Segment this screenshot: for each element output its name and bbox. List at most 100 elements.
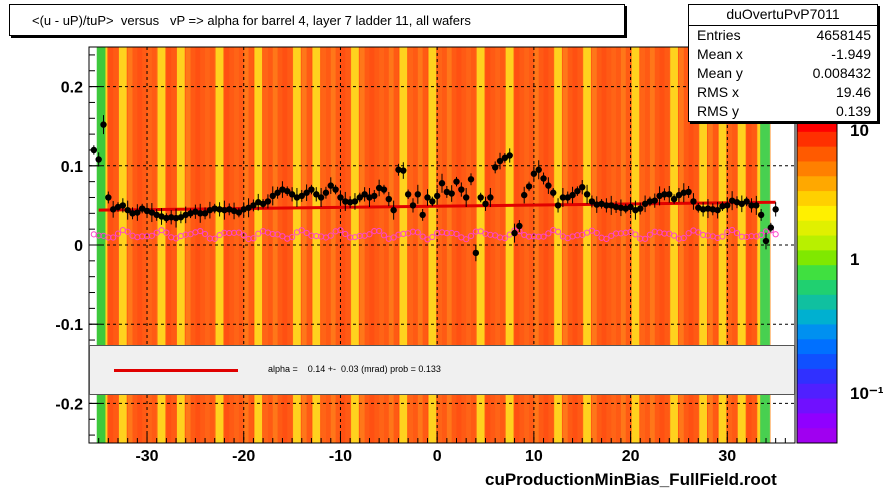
- secondary-marker: [729, 226, 736, 234]
- heatmap-band: [185, 47, 191, 443]
- heatmap-band: [127, 47, 133, 443]
- profile-marker: [226, 206, 233, 213]
- secondary-marker: [327, 232, 334, 239]
- secondary-marker: [680, 234, 687, 242]
- stats-box: duOvertuPvP7011 Entries 4658145 Mean x -…: [688, 4, 878, 122]
- heatmap-band: [727, 47, 733, 443]
- profile-marker: [153, 211, 160, 219]
- profile-marker: [361, 191, 368, 198]
- secondary-marker: [148, 232, 155, 239]
- profile-marker: [284, 187, 291, 195]
- profile-marker: [390, 206, 397, 214]
- profile-marker: [496, 157, 504, 165]
- secondary-marker: [211, 235, 218, 242]
- profile-marker: [608, 202, 615, 209]
- profile-marker: [211, 205, 218, 212]
- profile-marker: [540, 175, 547, 182]
- profile-marker: [757, 211, 765, 219]
- profile-marker: [559, 194, 567, 201]
- secondary-marker: [593, 229, 600, 237]
- x-tick-label: 0: [433, 448, 442, 465]
- profile-marker: [172, 214, 180, 222]
- stats-value: 0.139: [835, 103, 871, 119]
- profile-marker: [216, 206, 223, 213]
- profile-marker: [404, 191, 412, 198]
- profile-marker: [699, 206, 707, 213]
- profile-marker: [303, 189, 310, 196]
- profile-marker: [748, 202, 755, 209]
- y-tick-label: -0.1: [55, 317, 83, 334]
- color-scale-segment: [797, 131, 837, 148]
- profile-marker: [651, 197, 658, 204]
- profile-marker: [443, 188, 451, 196]
- color-scale: 10 1 10⁻¹: [796, 116, 883, 444]
- heatmap-band: [456, 47, 462, 443]
- profile-marker: [448, 190, 455, 197]
- data-markers: [90, 115, 779, 262]
- profile-marker: [545, 182, 552, 189]
- profile-marker: [574, 187, 581, 195]
- color-scale-segment: [797, 161, 837, 177]
- secondary-marker: [540, 233, 547, 240]
- secondary-marker: [255, 230, 262, 237]
- heatmap-stripe: [718, 47, 727, 443]
- color-scale-segment: [797, 383, 837, 400]
- heatmap-band: [659, 47, 665, 443]
- profile-marker: [511, 229, 518, 237]
- stats-row-mean-x: Mean x -1.949: [689, 45, 877, 64]
- secondary-marker: [453, 230, 460, 238]
- profile-marker: [472, 249, 480, 257]
- heatmap-band: [533, 47, 539, 443]
- profile-marker: [298, 192, 305, 200]
- stats-histogram-name: duOvertuPvP7011: [689, 5, 877, 26]
- profile-marker: [424, 194, 431, 201]
- heatmap-band: [649, 47, 655, 443]
- profile-marker: [240, 206, 247, 213]
- profile-marker: [168, 214, 175, 221]
- x-tick-label: -10: [329, 448, 352, 465]
- profile-marker: [313, 191, 320, 198]
- heatmap-band: [678, 47, 684, 443]
- profile-marker: [550, 189, 557, 196]
- profile-marker: [201, 210, 209, 217]
- secondary-marker: [376, 227, 383, 235]
- secondary-marker: [279, 233, 286, 240]
- secondary-marker: [288, 234, 296, 241]
- profile-marker: [308, 186, 315, 193]
- profile-marker: [317, 194, 325, 201]
- axes: -30 -20 -10 0 10 20 30 -0.2 -0.1 0 0.1 0.2: [55, 46, 796, 465]
- profile-marker: [342, 198, 349, 205]
- profile-marker: [535, 166, 542, 173]
- profile-marker: [569, 191, 576, 199]
- color-scale-segment: [797, 146, 837, 162]
- heatmap-stripe: [312, 47, 321, 443]
- color-scale-segment: [797, 205, 837, 222]
- profile-marker: [279, 186, 286, 193]
- heatmap-band: [601, 47, 607, 443]
- profile-marker: [221, 206, 228, 214]
- color-scale-segment: [797, 265, 837, 281]
- y-tick-label: 0.1: [61, 159, 83, 176]
- stats-row-entries: Entries 4658145: [689, 26, 877, 45]
- profile-marker: [501, 154, 509, 162]
- x-tick-label: -30: [135, 448, 158, 465]
- profile-marker: [482, 200, 489, 208]
- profile-marker: [269, 192, 276, 200]
- profile-marker: [588, 198, 596, 205]
- secondary-marker: [588, 227, 596, 234]
- secondary-marker: [463, 236, 470, 243]
- profile-marker: [395, 166, 402, 173]
- profile-marker: [458, 186, 465, 193]
- profile-marker: [400, 167, 407, 174]
- heatmap-stripe: [118, 47, 127, 443]
- profile-marker: [337, 194, 344, 201]
- secondary-marker: [671, 232, 678, 239]
- heatmap-stripe: [293, 47, 301, 443]
- heatmap-band: [224, 47, 230, 443]
- profile-marker: [322, 189, 330, 196]
- profile-marker: [670, 195, 678, 203]
- profile-marker: [743, 198, 750, 205]
- heatmap-band: [205, 47, 210, 443]
- heatmap-band: [282, 47, 288, 443]
- profile-marker: [409, 202, 417, 209]
